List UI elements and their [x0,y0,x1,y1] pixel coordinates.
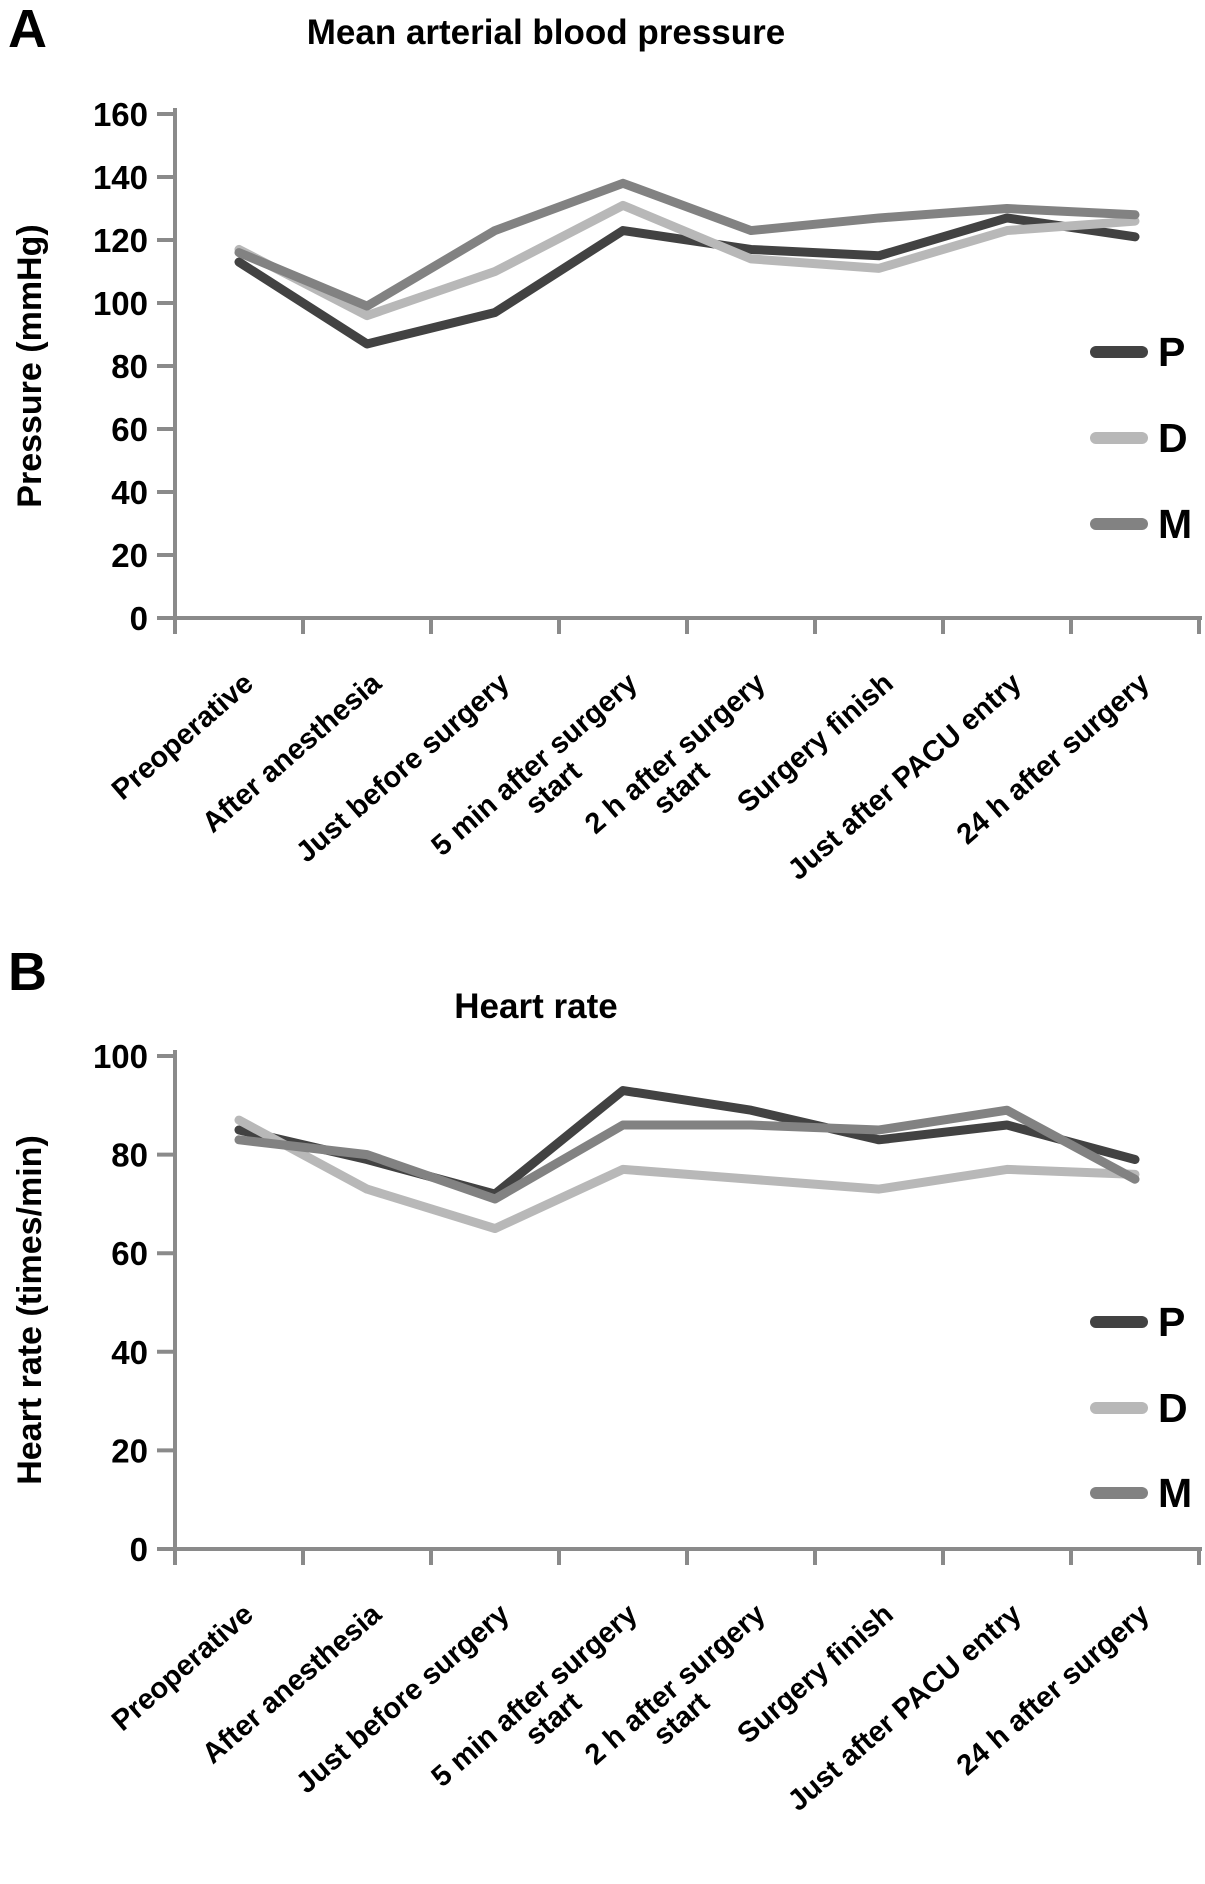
y-tick-label: 140 [93,159,148,196]
legend: PDM [1090,329,1192,547]
legend-label-M: M [1158,501,1192,547]
y-tick-label: 40 [111,474,148,511]
y-tick-label: 60 [111,411,148,448]
y-tick-label: 100 [93,285,148,322]
y-tick-label: 20 [111,1432,148,1469]
x-category-label: Just after PACU entry [782,667,1028,886]
series-M-line [234,1105,1140,1204]
y-tick-label: 60 [111,1235,148,1272]
legend-swatch-P [1090,346,1148,358]
x-axis-ticks [173,1549,1201,1565]
y-tick-label: 40 [111,1334,148,1371]
y-axis-ticks: 0 20 40 60 80 100 [93,1038,175,1568]
panel-a-y-axis-label: Pressure (mmHg) [11,224,49,508]
legend-swatch-M [1090,1487,1148,1499]
series-D-line [234,200,1140,321]
legend-swatch-D [1090,432,1148,444]
legend-label-P: P [1158,1299,1185,1345]
y-tick-label: 80 [111,348,148,385]
panel-a-title: Mean arterial blood pressure [306,13,786,52]
legend-label-M: M [1158,1470,1192,1516]
legend-swatch-D [1090,1402,1148,1414]
y-axis-ticks: 0 20 40 60 80 100 120 140 160 [93,96,175,637]
series-M-line [234,178,1140,311]
legend: PDM [1090,1299,1192,1516]
x-category-label: Just after PACU entry [782,1598,1028,1817]
y-tick-label: 0 [130,1531,148,1568]
y-tick-label: 0 [130,600,148,637]
x-category-label: Just before surgery [290,667,515,869]
legend-swatch-M [1090,518,1148,530]
x-category-label: Just before surgery [290,1598,515,1800]
y-tick-label: 100 [93,1038,148,1075]
y-tick-label: 80 [111,1137,148,1174]
legend-label-D: D [1158,415,1188,461]
panel-b-title: Heart rate [454,987,618,1026]
y-tick-label: 160 [93,96,148,133]
y-tick-label: 120 [93,222,148,259]
axes [173,108,1202,620]
panel-a-letter: A [8,0,47,59]
panel-b-y-axis-label: Heart rate (times/min) [11,1135,49,1485]
legend-swatch-P [1090,1316,1148,1328]
legend-label-D: D [1158,1385,1188,1431]
panel-b-letter: B [8,942,47,1002]
series-P-line [234,213,1140,349]
series-D-line [234,1115,1140,1234]
y-tick-label: 20 [111,537,148,574]
legend-label-P: P [1158,329,1185,375]
x-axis-ticks [173,618,1201,634]
